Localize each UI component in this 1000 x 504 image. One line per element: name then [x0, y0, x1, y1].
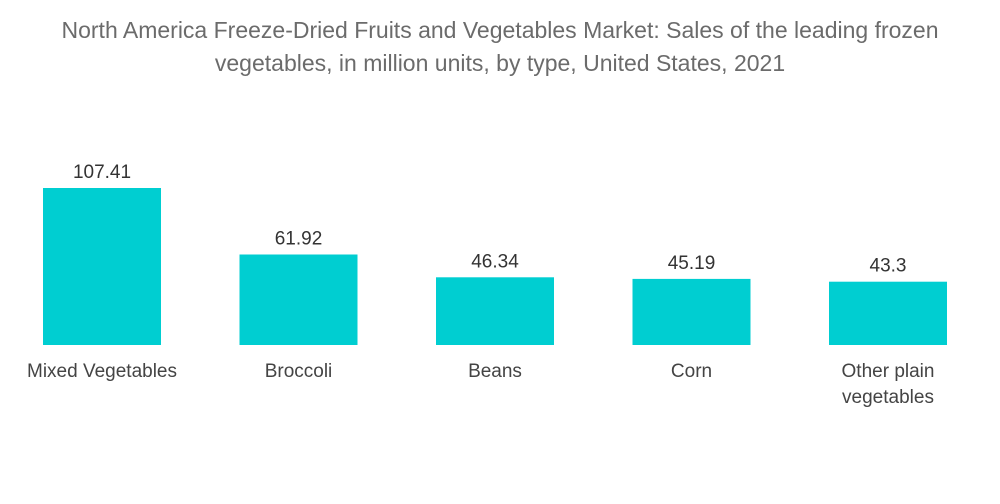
category-label-0: Mixed Vegetables: [27, 361, 177, 382]
bars-group: [43, 188, 947, 345]
bar-2: [436, 277, 554, 345]
value-label-0: 107.41: [73, 162, 131, 183]
category-labels-group: Mixed Vegetables Broccoli Beans Corn Other p…: [27, 361, 934, 408]
value-labels-group: 107.41 61.92 46.34 45.19 43.3: [73, 162, 907, 277]
bar-3: [632, 278, 751, 345]
chart-title-line-2: vegetables, in million units, by type, U…: [214, 50, 786, 76]
value-label-4: 43.3: [870, 256, 907, 277]
chart-title: North America Freeze-Dried Fruits and Ve…: [0, 14, 1000, 80]
category-label-2: Beans: [468, 361, 522, 382]
bar-0: [43, 188, 161, 345]
bar-1: [239, 254, 358, 345]
category-label-1: Broccoli: [265, 361, 333, 382]
chart-title-line-1: North America Freeze-Dried Fruits and Ve…: [61, 17, 939, 43]
value-label-3: 45.19: [668, 253, 716, 274]
category-label-4-line-0: Other plain: [842, 361, 935, 382]
category-label-3: Corn: [671, 361, 712, 382]
value-label-2: 46.34: [471, 251, 519, 272]
value-label-1: 61.92: [275, 229, 323, 250]
bar-4: [829, 281, 947, 345]
category-label-4-line-1: vegetables: [842, 387, 934, 408]
